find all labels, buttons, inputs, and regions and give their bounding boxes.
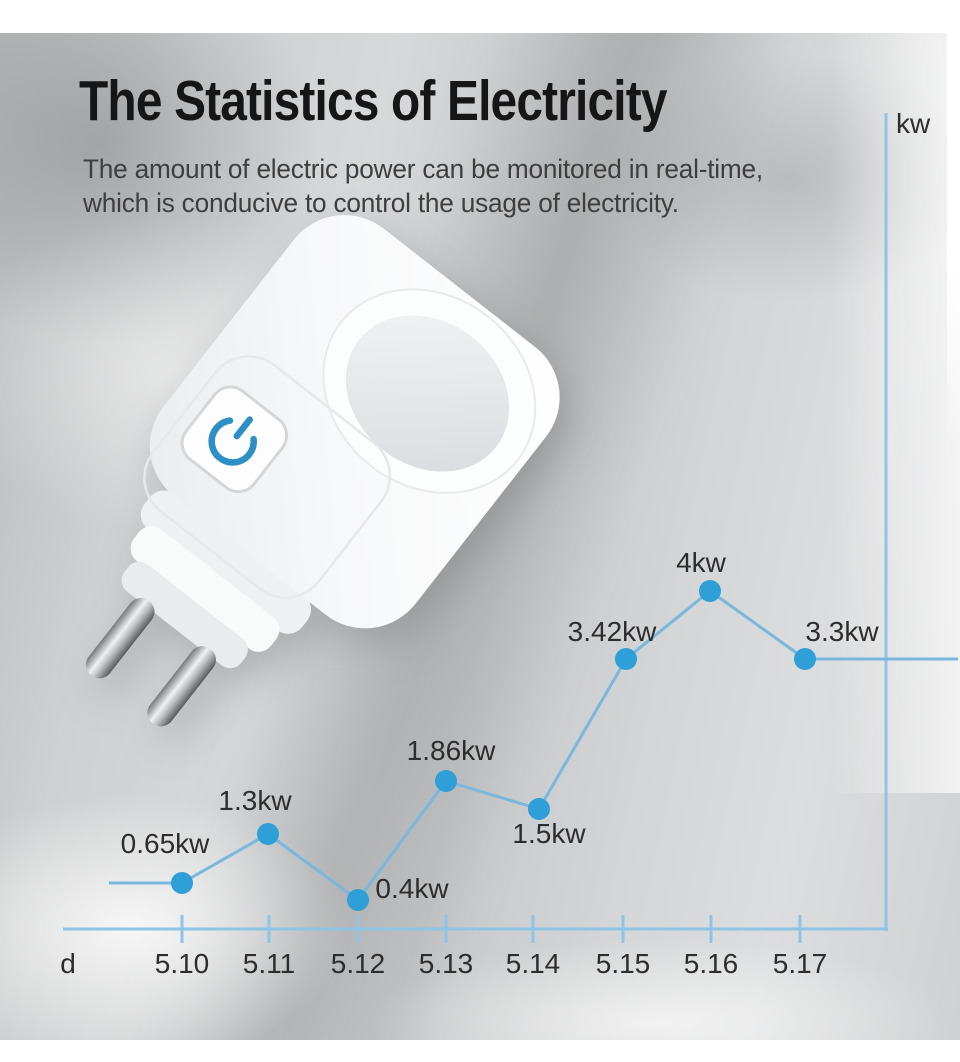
front-panel-groove [143,355,392,599]
background-highlight [947,33,960,463]
data-point-label: 1.86kw [407,735,496,766]
x-tick-label: 5.11 [243,948,295,979]
data-point [257,823,279,845]
data-point [435,770,457,792]
socket-recess-inner [345,315,510,472]
data-point-label: 0.65kw [121,828,210,859]
background-highlight [0,793,350,1040]
plug-collar-ridge [130,526,280,652]
power-icon [208,416,257,466]
x-axis-unit-label: d [60,948,76,979]
x-tick-label: 5.15 [596,948,651,979]
data-point-label: 3.42kw [568,616,657,647]
page-subtitle: The amount of electric power can be moni… [83,152,763,220]
x-tick-label: 5.13 [419,948,474,979]
plug-pin [147,646,216,727]
data-point-label: 3.3kw [805,616,879,647]
x-tick-label: 5.17 [773,948,828,979]
data-point-label: 1.5kw [512,818,586,849]
background-highlight [370,938,950,1040]
background-highlight [830,33,960,793]
data-point-label: 0.4kw [375,873,449,904]
smart-plug-image [85,215,560,727]
chart-line [109,589,958,902]
x-tick-label: 5.14 [506,948,561,979]
data-point [347,889,369,911]
data-point [794,648,816,670]
power-button [180,385,289,494]
plug-collar-ridge [121,561,248,669]
data-point [528,798,550,820]
y-axis-unit-label: kw [896,108,931,139]
x-tick-label: 5.10 [155,948,210,979]
x-tick-label: 5.16 [684,948,739,979]
subtitle-line-1: The amount of electric power can be moni… [83,154,764,184]
data-point-label: 4kw [676,547,727,578]
data-point [699,580,721,602]
page-title: The Statistics of Electricity [79,69,667,133]
x-tick-label: 5.12 [331,948,386,979]
subtitle-line-2: which is conducive to control the usage … [83,188,679,218]
data-point-label: 1.3kw [218,785,292,816]
plug-pin [85,598,155,679]
data-point [615,648,637,670]
data-point [171,872,193,894]
